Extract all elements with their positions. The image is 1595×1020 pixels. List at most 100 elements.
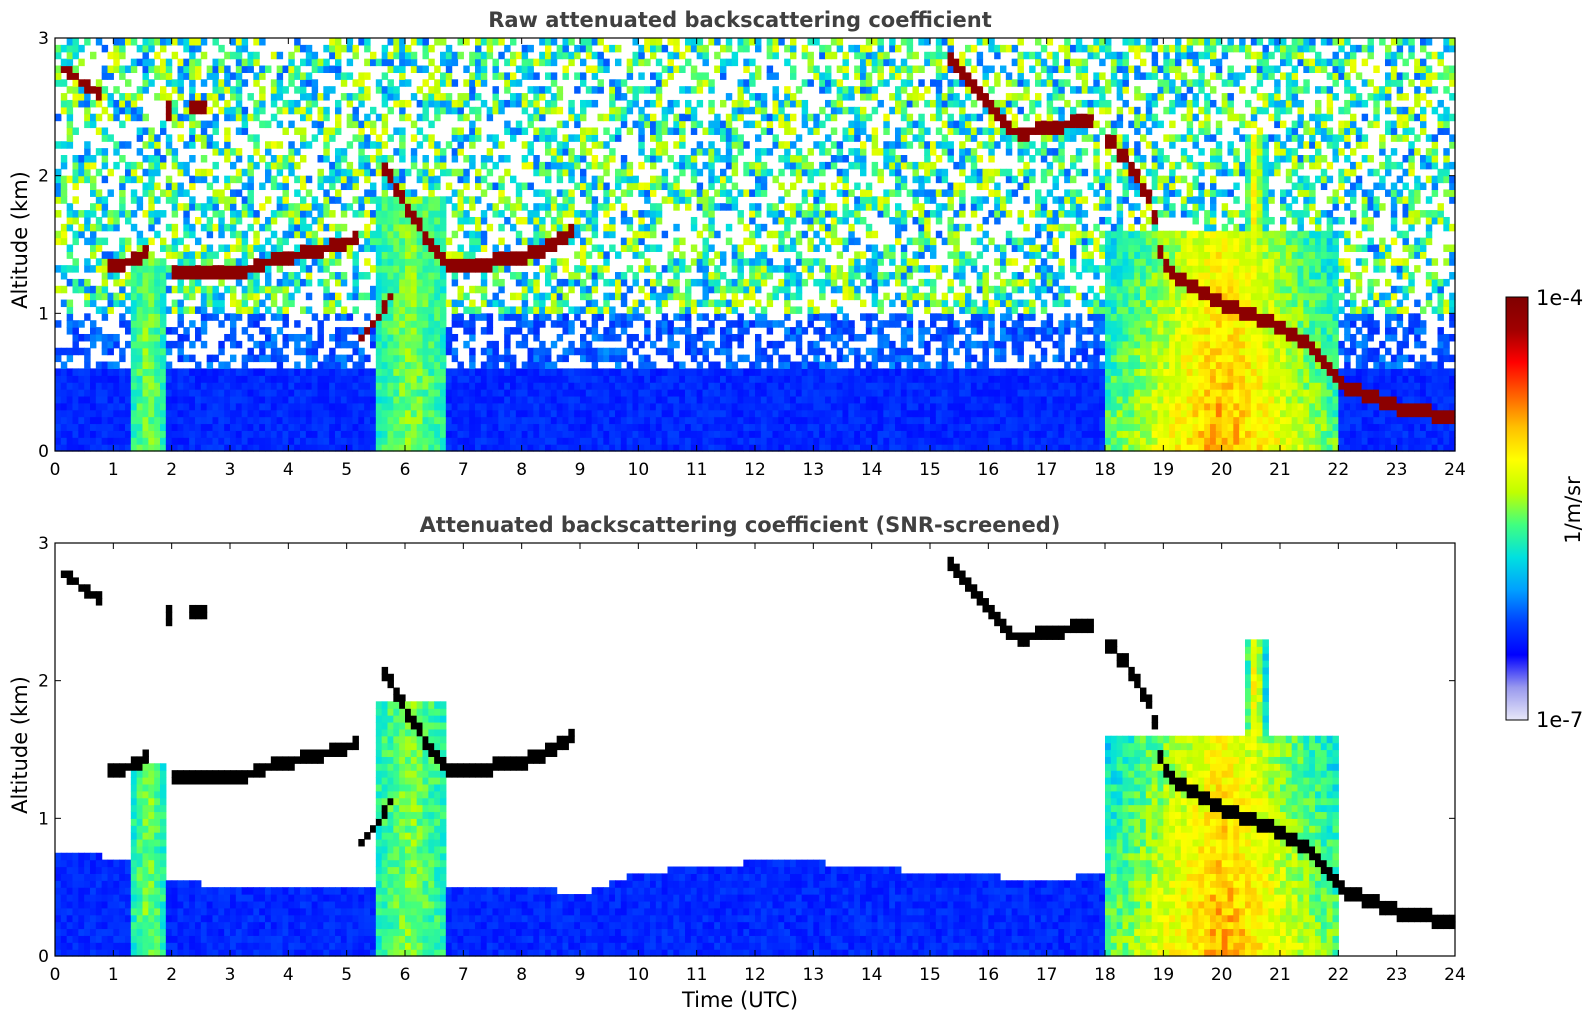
heatmap-cell <box>515 196 523 204</box>
heatmap-cell <box>329 333 336 342</box>
heatmap-cell <box>90 223 97 232</box>
heatmap-cell <box>749 444 756 452</box>
heatmap-cell <box>84 437 91 445</box>
heatmap-cell <box>160 409 167 418</box>
heatmap-cell <box>405 196 412 204</box>
heatmap-cell <box>305 416 313 425</box>
heatmap-cell <box>568 444 575 452</box>
heatmap-cell <box>737 327 744 335</box>
heatmap-cell <box>632 382 639 390</box>
heatmap-cell <box>288 65 295 74</box>
heatmap-cell <box>212 58 219 67</box>
heatmap-cell <box>189 437 196 445</box>
heatmap-cell <box>556 230 564 239</box>
heatmap-cell <box>766 430 774 438</box>
heatmap-cell <box>311 251 319 259</box>
heatmap-cell <box>562 382 569 390</box>
heatmap-cell <box>405 210 412 218</box>
heatmap-cell <box>72 65 79 74</box>
heatmap-cell <box>422 251 429 259</box>
heatmap-cell <box>778 285 785 294</box>
heatmap-cell <box>550 58 558 67</box>
heatmap-cell <box>527 402 534 411</box>
heatmap-cell <box>760 409 768 418</box>
heatmap-cell <box>498 402 505 411</box>
heatmap-cell <box>142 244 149 252</box>
heatmap-cell <box>294 333 301 342</box>
heatmap-cell <box>580 402 587 411</box>
heatmap-cell <box>329 182 336 191</box>
heatmap-cell <box>772 203 779 211</box>
heatmap-cell <box>766 340 774 349</box>
heatmap-cell <box>60 402 68 411</box>
heatmap-cell <box>352 79 359 87</box>
heatmap-cell <box>521 99 529 108</box>
heatmap-cell <box>84 299 91 308</box>
heatmap-cell <box>247 292 254 301</box>
heatmap-cell <box>270 141 278 149</box>
heatmap-cell <box>673 44 680 53</box>
heatmap-cell <box>650 444 657 452</box>
heatmap-cell <box>305 327 313 335</box>
heatmap-cell <box>755 340 762 349</box>
heatmap-cell <box>463 38 470 46</box>
heatmap-cell <box>323 258 330 266</box>
heatmap-cell <box>690 113 698 122</box>
heatmap-cell <box>504 203 511 211</box>
heatmap-cell <box>731 292 739 301</box>
heatmap-cell <box>405 306 412 314</box>
heatmap-cell <box>387 361 394 369</box>
heatmap-cell <box>737 423 744 431</box>
heatmap-cell <box>755 175 762 184</box>
heatmap-cell <box>323 389 330 397</box>
heatmap-cell <box>305 106 313 115</box>
heatmap-cell <box>661 437 669 445</box>
heatmap-cell <box>591 423 599 431</box>
heatmap-cell <box>690 382 698 390</box>
heatmap-cell <box>644 361 651 369</box>
heatmap-cell <box>475 402 482 411</box>
heatmap-cell <box>206 409 214 418</box>
heatmap-cell <box>148 216 155 225</box>
heatmap-cell <box>335 175 342 184</box>
heatmap-cell <box>480 444 488 452</box>
heatmap-cell <box>568 382 575 390</box>
heatmap-cell <box>393 258 400 266</box>
heatmap-cell <box>632 210 639 218</box>
heatmap-cell <box>755 416 762 425</box>
heatmap-cell <box>690 299 698 308</box>
heatmap-cell <box>370 402 377 411</box>
heatmap-cell <box>253 416 260 425</box>
heatmap-cell <box>480 416 488 425</box>
heatmap-cell <box>107 409 114 418</box>
heatmap-cell <box>469 265 476 273</box>
heatmap-cell <box>416 389 424 397</box>
heatmap-cell <box>410 120 418 129</box>
heatmap-cell <box>136 409 144 418</box>
heatmap-cell <box>300 423 307 431</box>
heatmap-cell <box>381 347 389 356</box>
heatmap-cell <box>527 437 534 445</box>
heatmap-cell <box>562 38 569 46</box>
heatmap-cell <box>165 395 173 404</box>
heatmap-cell <box>212 437 219 445</box>
heatmap-cell <box>84 237 91 246</box>
heatmap-cell <box>679 120 686 129</box>
heatmap-cell <box>428 58 435 67</box>
heatmap-cell <box>428 223 435 232</box>
heatmap-cell <box>486 320 494 328</box>
heatmap-cell <box>270 99 278 108</box>
heatmap-cell <box>55 182 62 191</box>
heatmap-cell <box>84 292 91 301</box>
heatmap-cell <box>784 313 791 321</box>
heatmap-cell <box>60 389 68 397</box>
heatmap-cell <box>60 265 68 273</box>
heatmap-cell <box>498 251 505 259</box>
heatmap-cell <box>276 65 284 74</box>
heatmap-cell <box>142 382 149 390</box>
heatmap-cell <box>486 327 494 335</box>
heatmap-cell <box>556 333 564 342</box>
heatmap-cell <box>113 389 120 397</box>
heatmap-cell <box>545 106 552 115</box>
heatmap-cell <box>154 285 161 294</box>
